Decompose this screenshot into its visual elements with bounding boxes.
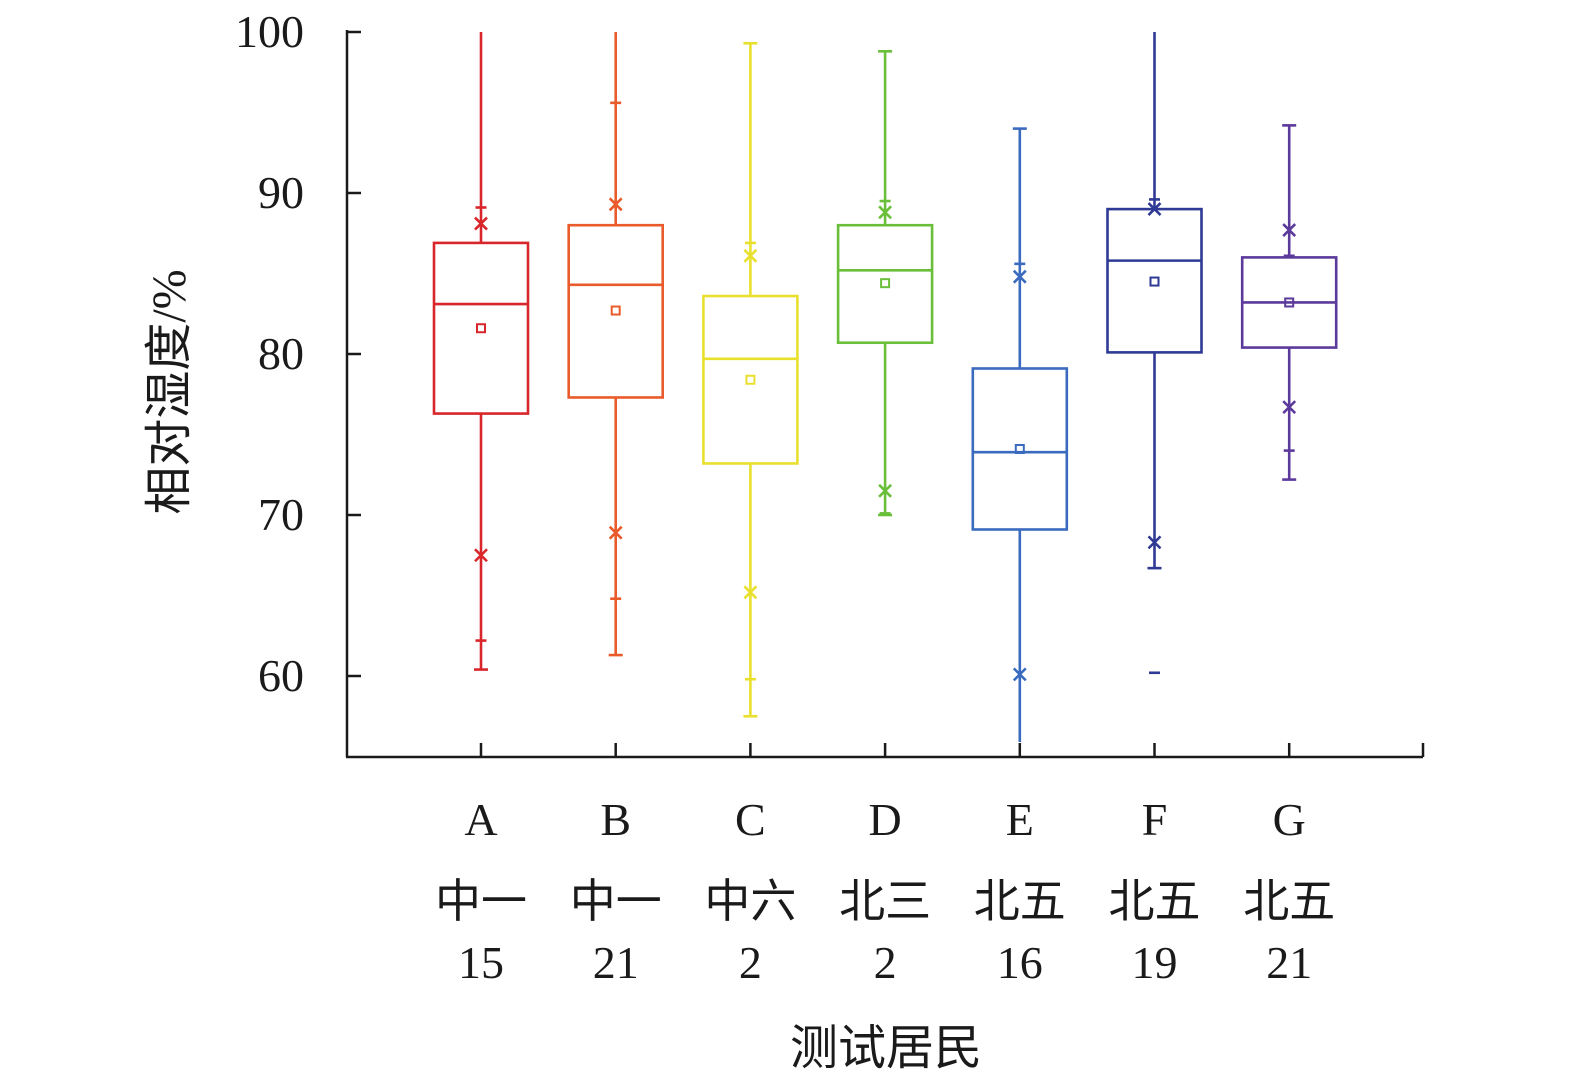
box-D — [836, 50, 934, 517]
x-marker-low — [743, 585, 758, 600]
mean-marker — [1014, 443, 1025, 454]
x-marker-low — [1282, 400, 1297, 415]
y-tick-label-80: 80 — [258, 328, 304, 379]
y-tick-labels: 60 70 80 90 100 — [235, 6, 304, 701]
y-tick-label-100: 100 — [235, 6, 304, 57]
box-C — [702, 41, 799, 718]
box-B — [567, 32, 665, 657]
x-label-site-D: 北三 — [839, 876, 931, 927]
y-tick-label-60: 60 — [258, 650, 304, 701]
x-label-num-B: 21 — [593, 937, 639, 988]
x-marker-low — [474, 548, 488, 563]
x-label-letter-G: G — [1273, 794, 1306, 845]
x-marker-high — [1147, 202, 1162, 217]
y-tick-label-70: 70 — [258, 489, 304, 540]
x-marker-high — [743, 248, 758, 263]
axes — [345, 30, 1425, 759]
y-tick-label-90: 90 — [258, 167, 304, 218]
x-marker-high — [878, 205, 893, 220]
mean-marker — [1149, 276, 1160, 287]
x-marker-high — [1282, 223, 1297, 237]
box-iqr — [836, 223, 934, 345]
x-label-site-B: 中一 — [570, 876, 662, 927]
x-label-letter-E: E — [1006, 794, 1034, 845]
x-marker-low — [1012, 667, 1027, 682]
x-marker-high — [608, 197, 623, 212]
mean-marker — [745, 374, 756, 385]
x-category-labels: A 中一 15 B 中一 21 C 中六 2 D 北三 2 E 北五 16 F 北五 19 G 北五 21 — [435, 794, 1335, 988]
x-label-site-F: 北五 — [1109, 876, 1201, 927]
box-iqr — [702, 294, 799, 465]
x-label-num-A: 15 — [458, 937, 504, 988]
mean-marker — [880, 278, 891, 289]
x-label-num-F: 19 — [1132, 937, 1178, 988]
box-G — [1240, 124, 1338, 481]
x-label-site-G: 北五 — [1243, 876, 1335, 927]
box-A — [432, 32, 530, 671]
box-iqr — [567, 223, 665, 399]
x-label-num-E: 16 — [997, 937, 1043, 988]
box-F — [1106, 32, 1203, 675]
mean-marker — [610, 305, 621, 316]
x-label-num-D: 2 — [874, 937, 897, 988]
x-axis-title: 测试居民 — [790, 1022, 982, 1075]
x-label-letter-F: F — [1142, 794, 1168, 845]
x-label-letter-A: A — [464, 794, 497, 845]
mean-marker — [476, 323, 486, 334]
box-series — [432, 32, 1338, 743]
x-marker-low — [878, 483, 893, 498]
x-label-letter-C: C — [735, 794, 766, 845]
mean-marker — [1284, 297, 1295, 308]
x-label-num-C: 2 — [739, 937, 762, 988]
box-iqr — [432, 241, 530, 415]
x-label-letter-B: B — [600, 794, 631, 845]
x-marker-low — [1147, 535, 1162, 550]
x-label-site-A: 中一 — [435, 876, 527, 927]
x-marker-high — [1012, 269, 1027, 284]
x-label-num-G: 21 — [1266, 937, 1312, 988]
x-marker-low — [608, 525, 623, 540]
box-iqr — [971, 367, 1069, 531]
x-marker-high — [474, 216, 488, 231]
y-axis-title: 相对湿度/% — [143, 269, 196, 514]
box-E — [971, 127, 1069, 743]
x-label-site-E: 北五 — [974, 876, 1066, 927]
x-label-letter-D: D — [868, 794, 901, 845]
x-label-site-C: 中六 — [704, 876, 796, 927]
box-iqr — [1106, 207, 1203, 354]
